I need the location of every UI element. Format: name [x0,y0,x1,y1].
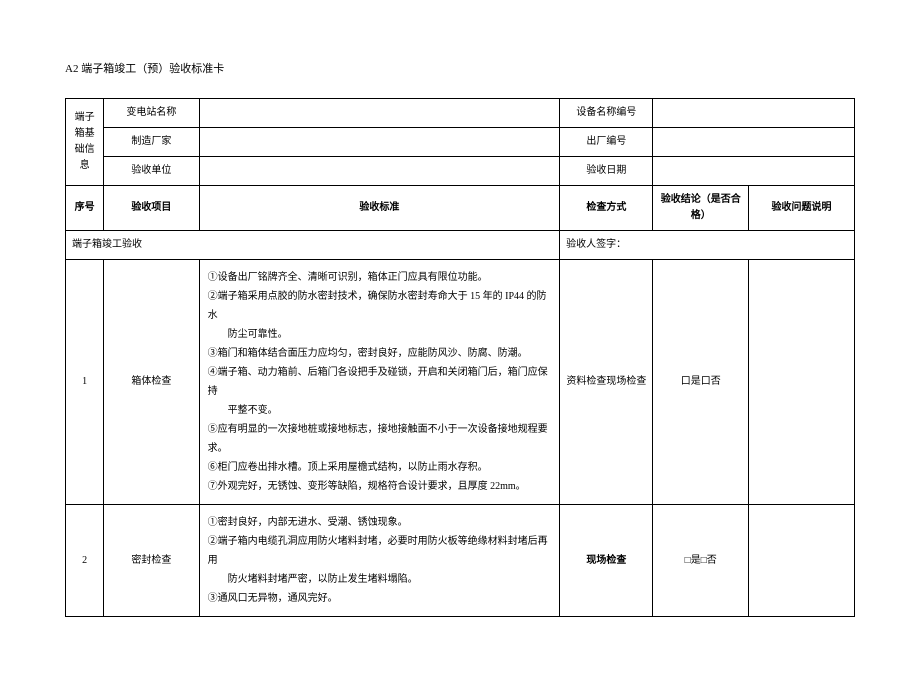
criteria-line: ④端子箱、动力箱前、后箱门各设把手及碰锁，开启和关闭箱门后，箱门应保持 [208,363,552,401]
info-left-value-1 [199,128,560,157]
table-row: 1 箱体检查 ①设备出厂铭牌齐全、清晰可识别，箱体正门应具有限位功能。②端子箱采… [66,260,855,505]
section-left: 端子箱竣工验收 [66,231,560,260]
acceptance-table: 端子箱基础信息 变电站名称 设备名称编号 制造厂家 出厂编号 验收单位 验收日期… [65,98,855,617]
row-conclusion-1: □是□否 [653,505,748,617]
row-seq-1: 2 [66,505,104,617]
section-row: 端子箱竣工验收 验收人签字： [66,231,855,260]
info-right-value-1 [653,128,855,157]
info-row-2: 验收单位 验收日期 [66,157,855,186]
criteria-line: ⑥柜门应卷出排水槽。顶上采用屋檐式结构，以防止雨水存积。 [208,458,552,477]
info-left-label-2: 验收单位 [104,157,199,186]
page-title: A2 端子箱竣工（预）验收标准卡 [65,60,855,76]
info-row-1: 制造厂家 出厂编号 [66,128,855,157]
row-criteria-1: ①密封良好，内部无进水、受潮、锈蚀现象。②端子箱内电缆孔洞应用防火堵料封堵，必要… [199,505,560,617]
row-criteria-0: ①设备出厂铭牌齐全、清晰可识别，箱体正门应具有限位功能。②端子箱采用点胶的防水密… [199,260,560,505]
row-conclusion-0: 口是口否 [653,260,748,505]
header-criteria: 验收标准 [199,186,560,231]
header-conclusion: 验收结论（是否合格） [653,186,748,231]
info-left-value-0 [199,99,560,128]
header-row: 序号 验收项目 验收标准 检查方式 验收结论（是否合格） 验收问题说明 [66,186,855,231]
header-method: 检查方式 [560,186,653,231]
criteria-line: ②端子箱内电缆孔洞应用防火堵料封堵，必要时用防火板等绝缘材料封堵后再用 [208,532,552,570]
row-issue-0 [748,260,854,505]
info-right-label-2: 验收日期 [560,157,653,186]
criteria-line: ③箱门和箱体结合面压力应均匀，密封良好，应能防风沙、防腐、防潮。 [208,344,552,363]
header-item: 验收项目 [104,186,199,231]
criteria-line: ①设备出厂铭牌齐全、清晰可识别，箱体正门应具有限位功能。 [208,268,552,287]
header-seq: 序号 [66,186,104,231]
row-method-0: 资料检查现场检查 [560,260,653,505]
header-issue: 验收问题说明 [748,186,854,231]
criteria-line: ⑤应有明显的一次接地桩或接地标志，接地接触面不小于一次设备接地规程要求。 [208,420,552,458]
row-item-1: 密封检查 [104,505,199,617]
row-issue-1 [748,505,854,617]
criteria-line: ②端子箱采用点胶的防水密封技术，确保防水密封寿命大于 15 年的 IP44 的防… [208,287,552,325]
criteria-line: ①密封良好，内部无进水、受潮、锈蚀现象。 [208,513,552,532]
info-left-label-0: 变电站名称 [104,99,199,128]
info-right-value-2 [653,157,855,186]
info-row-0: 端子箱基础信息 变电站名称 设备名称编号 [66,99,855,128]
info-left-label-1: 制造厂家 [104,128,199,157]
criteria-line: ⑦外观完好，无锈蚀、变形等缺陷，规格符合设计要求，且厚度 22mm。 [208,477,552,496]
table-row: 2 密封检查 ①密封良好，内部无进水、受潮、锈蚀现象。②端子箱内电缆孔洞应用防火… [66,505,855,617]
criteria-line: 防尘可靠性。 [208,325,552,344]
row-item-0: 箱体检查 [104,260,199,505]
section-right: 验收人签字： [560,231,855,260]
criteria-line: 防火堵料封堵严密，以防止发生堵料塌陷。 [208,570,552,589]
info-right-value-0 [653,99,855,128]
info-right-label-1: 出厂编号 [560,128,653,157]
row-method-1: 现场检查 [560,505,653,617]
info-block-label: 端子箱基础信息 [66,99,104,186]
row-seq-0: 1 [66,260,104,505]
info-left-value-2 [199,157,560,186]
info-right-label-0: 设备名称编号 [560,99,653,128]
criteria-line: 平整不变。 [208,401,552,420]
criteria-line: ③通风口无异物，通风完好。 [208,589,552,608]
